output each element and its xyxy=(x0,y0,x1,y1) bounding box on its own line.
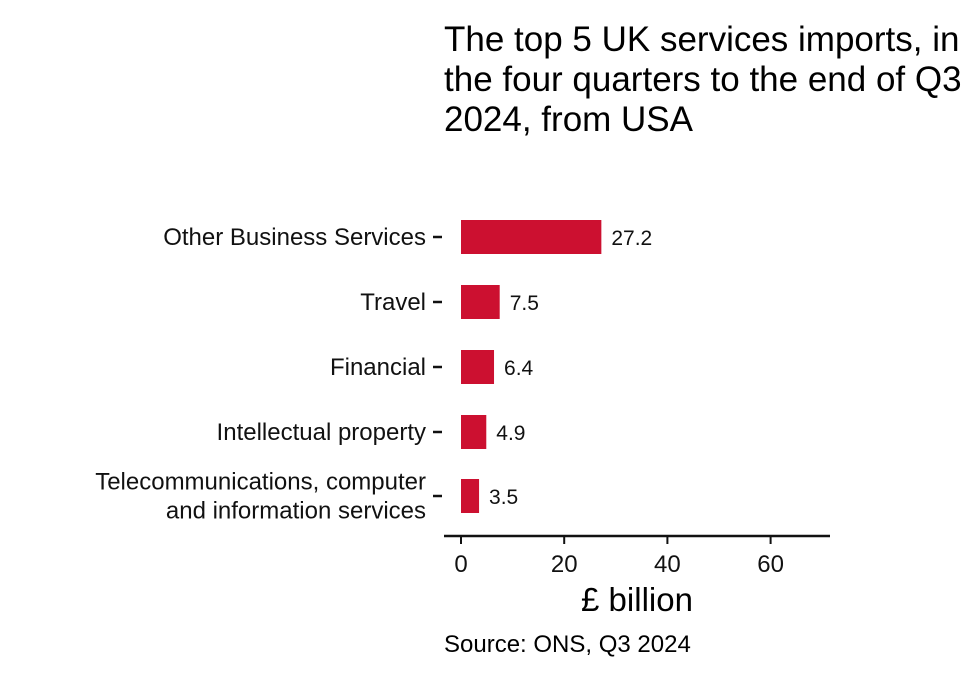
bar xyxy=(461,285,500,319)
value-label: 4.9 xyxy=(496,422,525,445)
category-label: Travel xyxy=(360,289,426,316)
category-label: Other Business Services xyxy=(163,224,426,251)
x-tick-label: 0 xyxy=(454,551,467,578)
category-label: Intellectual property xyxy=(217,419,426,446)
x-tick-label: 20 xyxy=(551,551,578,578)
value-label: 6.4 xyxy=(504,357,534,380)
value-label: 27.2 xyxy=(611,227,652,250)
x-tick-label: 40 xyxy=(654,551,681,578)
category-label: Telecommunications, computer and informat… xyxy=(95,469,426,525)
chart-source: Source: ONS, Q3 2024 xyxy=(444,631,691,658)
chart-title: The top 5 UK services imports, in the fo… xyxy=(444,20,962,139)
value-label: 7.5 xyxy=(510,292,539,315)
x-tick-label: 60 xyxy=(757,551,784,578)
bar xyxy=(461,415,487,449)
category-label: Financial xyxy=(330,354,426,381)
bar xyxy=(461,350,495,384)
value-label: 3.5 xyxy=(489,486,518,509)
x-axis-label: £ billion xyxy=(581,581,693,618)
bar xyxy=(461,479,480,513)
bar xyxy=(461,220,602,254)
